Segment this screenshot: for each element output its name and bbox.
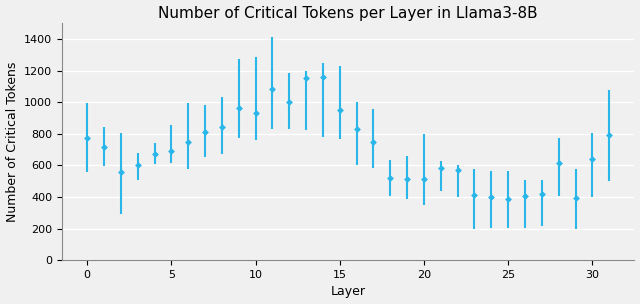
Y-axis label: Number of Critical Tokens: Number of Critical Tokens (6, 61, 19, 222)
X-axis label: Layer: Layer (331, 285, 365, 299)
Title: Number of Critical Tokens per Layer in Llama3-8B: Number of Critical Tokens per Layer in L… (158, 5, 538, 21)
